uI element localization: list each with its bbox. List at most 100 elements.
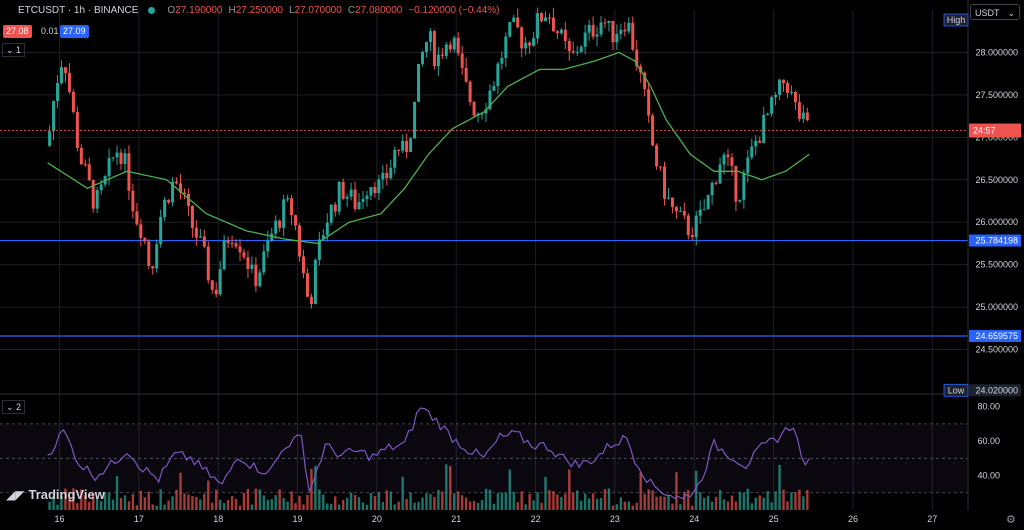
- candle-body: [254, 264, 258, 287]
- volume-bar: [151, 504, 154, 510]
- volume-bar: [718, 490, 722, 510]
- close-value: 27.080000: [355, 4, 403, 16]
- candle-body: [413, 101, 417, 139]
- open-value: 27.190000: [175, 4, 223, 16]
- volume-bar: [361, 502, 365, 510]
- volume-bar: [238, 505, 242, 510]
- volume-bar: [449, 466, 452, 510]
- candle-body: [424, 41, 428, 52]
- candle-body: [516, 17, 520, 28]
- candle-body: [361, 199, 365, 202]
- time-tick-label: 23: [610, 514, 620, 524]
- candle-body: [587, 24, 591, 33]
- volume-bar: [242, 492, 246, 510]
- candle-body: [512, 17, 516, 22]
- volume-bar: [262, 495, 266, 510]
- volume-bar: [230, 496, 234, 510]
- candle-body: [710, 182, 714, 196]
- candle-body: [472, 102, 476, 116]
- candle-body: [83, 164, 87, 166]
- time-tick-label: 27: [927, 514, 937, 524]
- candle-body: [492, 86, 496, 91]
- volume-bar: [99, 501, 103, 510]
- candle-body: [48, 131, 52, 146]
- candle-body: [746, 157, 750, 173]
- volume-bar: [568, 469, 571, 510]
- change-value: −0.120000 (−0.44%): [408, 4, 500, 16]
- candle-body: [274, 220, 278, 234]
- volume-bar: [603, 489, 607, 510]
- candle-body: [234, 243, 238, 247]
- volume-bar: [548, 490, 551, 510]
- close-label: C: [347, 4, 356, 16]
- candle-body: [452, 37, 456, 50]
- volume-bar: [143, 497, 147, 510]
- volume-bar: [373, 496, 377, 510]
- rsi-pane-label: 2: [16, 402, 22, 412]
- price-tick-label: 26.000000: [975, 217, 1018, 227]
- volume-bar: [80, 489, 83, 510]
- market-status-icon: [148, 6, 156, 14]
- candle-body: [611, 20, 615, 43]
- volume-bar: [187, 494, 190, 510]
- rsi-tick-label: 60.00: [977, 436, 1000, 446]
- volume-bar: [163, 504, 166, 510]
- volume-bar: [667, 494, 670, 510]
- candle-body: [444, 44, 448, 56]
- candle-body: [785, 83, 789, 93]
- volume-bar: [131, 494, 135, 510]
- volume-bar: [472, 501, 476, 510]
- volume-bar: [266, 499, 269, 510]
- volume-bar: [103, 492, 107, 510]
- volume-bar: [76, 503, 79, 510]
- volume-bar: [278, 489, 281, 510]
- main-pane-toggle[interactable]: ⌄ 1: [2, 43, 26, 57]
- candle-body: [440, 54, 444, 56]
- price-tick-label: 26.500000: [975, 175, 1018, 185]
- volume-bar: [385, 490, 389, 510]
- candle-body: [91, 179, 95, 209]
- candle-body: [766, 113, 770, 115]
- volume-bar: [647, 489, 650, 510]
- main-pane-label: 1: [16, 45, 22, 55]
- bid-badge[interactable]: 27.08: [3, 25, 32, 38]
- candle-body: [797, 102, 801, 119]
- volume-bar: [583, 493, 587, 510]
- candle-body: [401, 140, 405, 151]
- candle-body: [266, 240, 270, 252]
- candle-body: [52, 101, 56, 132]
- currency-dropdown[interactable]: USDT ⌄: [970, 4, 1020, 20]
- candle-body: [135, 211, 139, 225]
- candle-body: [599, 22, 603, 35]
- volume-bar: [64, 488, 67, 510]
- candle-body: [278, 220, 282, 228]
- volume-bar: [381, 501, 385, 510]
- volume-bar: [623, 501, 627, 510]
- volume-bar: [762, 497, 765, 510]
- volume-bar: [314, 465, 317, 510]
- settings-gear-icon[interactable]: ⚙: [1006, 514, 1016, 526]
- volume-bar: [556, 494, 559, 510]
- candle-body: [698, 209, 702, 216]
- candle-body: [496, 63, 500, 87]
- volume-bar: [345, 497, 349, 510]
- volume-bar: [155, 505, 158, 510]
- candle-body: [365, 195, 369, 200]
- volume-bar: [722, 499, 726, 510]
- volume-bar: [306, 494, 309, 510]
- candle-body: [139, 224, 143, 238]
- volume-bar: [714, 496, 718, 510]
- grid: [0, 10, 968, 510]
- volume-bar: [484, 488, 488, 510]
- candle-body: [726, 154, 730, 158]
- candle-body: [381, 172, 385, 180]
- ask-badge[interactable]: 27.09: [60, 25, 89, 38]
- volume-bar: [56, 504, 59, 510]
- volume-bar: [706, 495, 710, 510]
- volume-bar: [353, 494, 357, 510]
- symbol-title[interactable]: ETCUSDT · 1h · BINANCE: [18, 4, 139, 16]
- volume-bar: [107, 492, 111, 510]
- rsi-pane-toggle[interactable]: ⌄ 2: [2, 400, 26, 414]
- candle-body: [778, 79, 782, 95]
